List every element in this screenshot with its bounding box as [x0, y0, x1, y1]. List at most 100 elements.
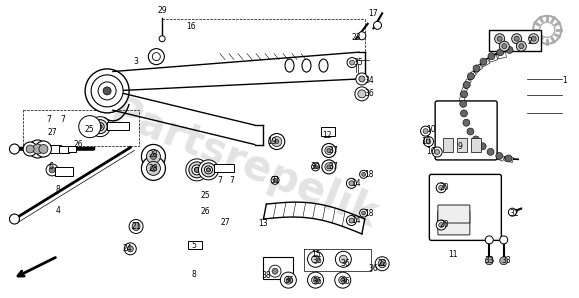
Bar: [463, 79, 471, 88]
Text: 10: 10: [427, 125, 436, 134]
Text: 12: 12: [323, 131, 332, 140]
Bar: [489, 55, 498, 62]
Circle shape: [322, 144, 336, 157]
Circle shape: [499, 41, 510, 51]
Circle shape: [87, 124, 92, 129]
Text: 25: 25: [85, 125, 94, 134]
Circle shape: [346, 215, 357, 226]
Text: 22: 22: [378, 259, 387, 268]
Bar: [505, 156, 514, 162]
Circle shape: [124, 243, 136, 255]
Text: 37: 37: [328, 162, 338, 171]
Bar: [263, 257, 294, 279]
Circle shape: [201, 163, 215, 177]
Circle shape: [467, 128, 474, 135]
Circle shape: [314, 165, 317, 169]
Circle shape: [439, 223, 444, 227]
Circle shape: [349, 218, 354, 223]
Circle shape: [496, 153, 503, 159]
Text: 10: 10: [427, 148, 436, 156]
Circle shape: [312, 163, 320, 171]
Bar: [479, 145, 488, 154]
Text: 37: 37: [328, 146, 338, 155]
Circle shape: [500, 236, 508, 244]
Circle shape: [85, 122, 95, 132]
Text: 28: 28: [149, 150, 158, 159]
Bar: [463, 124, 470, 133]
Text: 36: 36: [365, 89, 374, 98]
Circle shape: [480, 58, 487, 65]
Circle shape: [284, 276, 292, 284]
Circle shape: [327, 165, 331, 169]
Circle shape: [494, 34, 505, 44]
Bar: [472, 139, 481, 148]
Circle shape: [473, 65, 480, 72]
Circle shape: [426, 139, 431, 144]
Text: 7: 7: [60, 115, 65, 124]
Text: 32: 32: [510, 209, 519, 218]
Circle shape: [423, 136, 434, 147]
Text: 17: 17: [369, 9, 378, 18]
Text: 23: 23: [351, 33, 361, 42]
Circle shape: [307, 272, 324, 288]
Text: 5: 5: [192, 241, 196, 250]
Bar: [486, 150, 496, 158]
Circle shape: [460, 100, 467, 107]
Circle shape: [479, 143, 486, 150]
Text: 15: 15: [311, 250, 320, 259]
Bar: [68, 146, 76, 152]
Circle shape: [9, 144, 20, 154]
Bar: [43, 145, 61, 153]
Bar: [443, 138, 453, 152]
Circle shape: [485, 257, 493, 265]
Circle shape: [141, 145, 166, 168]
Bar: [481, 59, 490, 67]
Circle shape: [325, 147, 333, 154]
Circle shape: [98, 82, 116, 100]
Text: 27: 27: [47, 128, 57, 137]
Circle shape: [420, 126, 431, 136]
FancyBboxPatch shape: [438, 205, 470, 223]
Circle shape: [287, 278, 290, 282]
Circle shape: [341, 278, 345, 282]
Text: 36: 36: [313, 256, 322, 265]
Circle shape: [512, 34, 522, 44]
Circle shape: [23, 142, 37, 156]
Text: 36: 36: [313, 277, 322, 286]
Text: 9: 9: [458, 142, 463, 150]
Circle shape: [531, 36, 536, 41]
Circle shape: [312, 276, 320, 284]
Circle shape: [505, 155, 512, 162]
Circle shape: [132, 223, 140, 230]
Circle shape: [307, 251, 324, 267]
Circle shape: [362, 172, 365, 176]
Circle shape: [472, 136, 479, 143]
Circle shape: [516, 41, 526, 51]
Circle shape: [500, 257, 508, 265]
Circle shape: [347, 58, 357, 68]
Circle shape: [146, 162, 160, 175]
Text: 29: 29: [157, 6, 167, 15]
Text: 35: 35: [353, 58, 362, 67]
Circle shape: [497, 36, 502, 41]
Circle shape: [436, 183, 446, 193]
Circle shape: [358, 32, 366, 40]
Circle shape: [207, 168, 210, 172]
Text: 28: 28: [149, 164, 158, 173]
Text: 2: 2: [527, 37, 532, 46]
Circle shape: [529, 34, 538, 44]
Circle shape: [271, 176, 279, 184]
Circle shape: [360, 209, 368, 217]
Circle shape: [141, 156, 166, 180]
Circle shape: [439, 185, 444, 190]
Circle shape: [358, 90, 366, 98]
Circle shape: [273, 178, 277, 182]
Circle shape: [506, 46, 513, 53]
Bar: [188, 241, 202, 249]
Circle shape: [325, 163, 333, 171]
Circle shape: [339, 255, 347, 263]
FancyBboxPatch shape: [438, 211, 470, 235]
Circle shape: [272, 268, 278, 274]
Text: 7: 7: [47, 115, 52, 124]
Circle shape: [151, 153, 156, 159]
